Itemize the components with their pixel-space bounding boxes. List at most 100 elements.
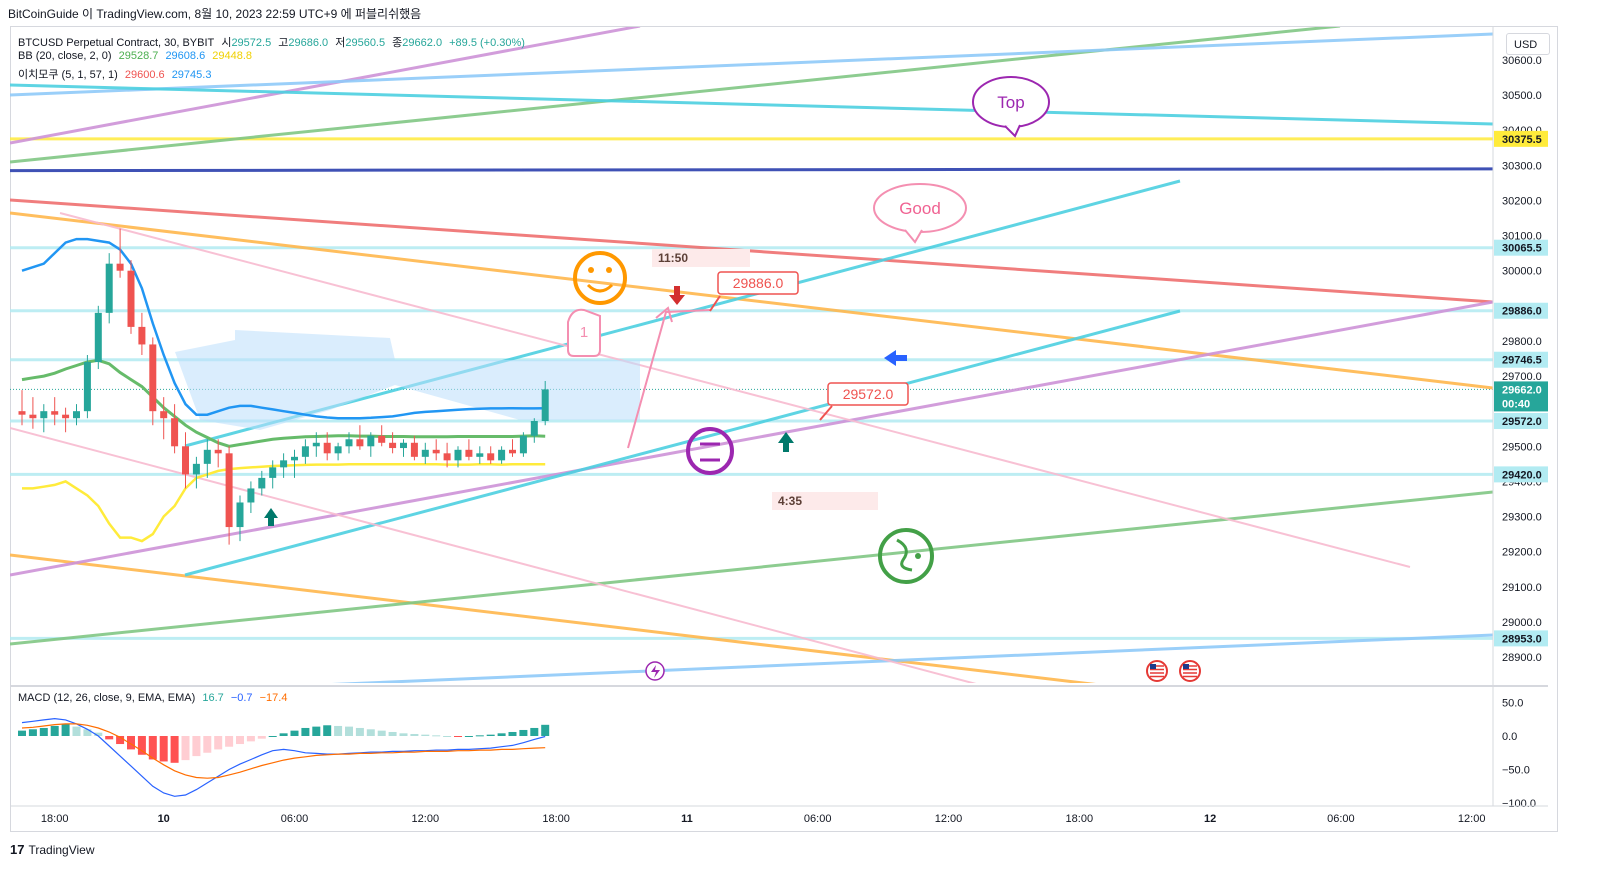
- candle: [421, 442, 429, 464]
- currency-button[interactable]: USD: [1506, 33, 1550, 55]
- candle-body: [400, 442, 407, 449]
- trend-line: [10, 32, 1493, 97]
- ichimoku-legend: 이치모쿠 (5, 1, 57, 1) 29600.6 29745.3: [18, 69, 212, 81]
- price-tag-box: [1494, 239, 1548, 256]
- time-axis-label: 11: [681, 813, 693, 825]
- macd-histogram-bar: [39, 727, 48, 736]
- candle-body: [258, 477, 266, 489]
- trend-line: [10, 427, 977, 683]
- candle-body: [192, 463, 200, 475]
- candle-body: [345, 439, 353, 447]
- price-tag-label: 29572.0: [1502, 416, 1542, 428]
- candle-body: [530, 421, 538, 436]
- candle: [530, 418, 538, 443]
- candle: [356, 425, 364, 450]
- candle: [214, 439, 222, 468]
- trend-line: [59, 212, 1411, 568]
- time-range-box: [772, 492, 878, 510]
- candle: [410, 435, 418, 461]
- footer-brand[interactable]: TradingView: [28, 842, 95, 857]
- macd-histogram-bar: [159, 736, 168, 762]
- us-flag-event-icon: [1179, 660, 1201, 682]
- price-tag-box: [1494, 130, 1548, 147]
- price-tag-box: [1494, 351, 1548, 368]
- price-axis-label: 29100.0: [1502, 582, 1542, 594]
- macd-title[interactable]: MACD (12, 26, close, 9, EMA, EMA): [18, 692, 196, 704]
- macd-line: [21, 717, 546, 797]
- price-callout-box: [717, 271, 799, 295]
- candle: [280, 453, 288, 478]
- candle-body: [323, 442, 331, 454]
- candle: [389, 432, 397, 454]
- countdown-label: 00:40: [1502, 398, 1530, 410]
- candle-body: [73, 411, 80, 419]
- macd-histogram-bar: [105, 736, 114, 740]
- bb-title[interactable]: BB (20, close, 2, 0): [18, 50, 112, 62]
- candle-body: [509, 449, 516, 454]
- macd-pane: [18, 717, 550, 797]
- price-tag-label: 29420.0: [1502, 469, 1542, 481]
- time-axis-label: 18:00: [542, 813, 570, 825]
- candle: [127, 260, 135, 334]
- candle-body: [18, 411, 26, 415]
- macd-histogram-bar: [181, 736, 190, 761]
- candle: [432, 439, 440, 461]
- ichimoku-title[interactable]: 이치모쿠 (5, 1, 57, 1): [18, 69, 118, 81]
- candle-body: [280, 460, 288, 468]
- price-axis-label: 29200.0: [1502, 547, 1542, 559]
- time-axis-label: 06:00: [804, 813, 832, 825]
- candle-body: [356, 439, 364, 447]
- macd-histogram-bar: [366, 729, 375, 736]
- callout-pointer: [819, 405, 833, 421]
- macd-histogram-bar: [464, 736, 473, 737]
- candle: [171, 404, 179, 454]
- candle-body: [378, 435, 386, 443]
- candle: [509, 439, 516, 457]
- macd-histogram-bar: [323, 725, 332, 736]
- candle-body: [389, 442, 397, 449]
- macd-histogram-bar: [268, 736, 277, 737]
- candle: [247, 481, 255, 514]
- candle-body: [334, 446, 342, 454]
- macd-histogram-bar: [28, 729, 37, 736]
- up-arrow-icon: [778, 432, 794, 452]
- candle-body: [29, 414, 37, 419]
- candle: [378, 425, 386, 447]
- candle-body: [410, 442, 418, 457]
- candle: [236, 495, 244, 542]
- macd-histogram-bar: [236, 736, 244, 745]
- bb-upper-line: [21, 237, 546, 420]
- macd-histogram-bar: [72, 726, 81, 736]
- price-tag-box: [1494, 466, 1548, 483]
- macd-histogram-bar: [475, 735, 484, 737]
- candle-body: [171, 418, 179, 447]
- price-axis-label: 30300.0: [1502, 160, 1542, 172]
- main-pane: [10, 27, 1493, 683]
- candle-body: [443, 453, 451, 461]
- candle-body: [138, 326, 146, 345]
- candle-body: [301, 446, 309, 457]
- candle: [345, 432, 353, 454]
- candle: [519, 432, 527, 457]
- trend-line: [10, 300, 1493, 577]
- candle-body: [160, 411, 168, 419]
- tradingview-logo-icon[interactable]: 17: [10, 842, 25, 857]
- candle: [498, 446, 506, 464]
- price-axis-label: 29300.0: [1502, 512, 1542, 524]
- candle: [160, 397, 168, 440]
- symbol-title[interactable]: BTCUSD Perpetual Contract, 30, BYBIT: [18, 37, 215, 49]
- price-tag-box: [1494, 381, 1548, 412]
- candle: [51, 397, 59, 426]
- down-arrow-icon: [669, 286, 685, 305]
- candle-body: [51, 411, 59, 415]
- price-tag-label: 28953.0: [1502, 633, 1542, 645]
- candle-body: [203, 449, 211, 464]
- candle-body: [94, 312, 102, 363]
- price-tag-label: 30065.5: [1502, 243, 1542, 255]
- macd-histogram-bar: [18, 730, 26, 736]
- price-axis-label: 29700.0: [1502, 371, 1542, 383]
- candle-body: [83, 362, 91, 412]
- candle-body: [454, 449, 462, 461]
- candle: [116, 228, 124, 278]
